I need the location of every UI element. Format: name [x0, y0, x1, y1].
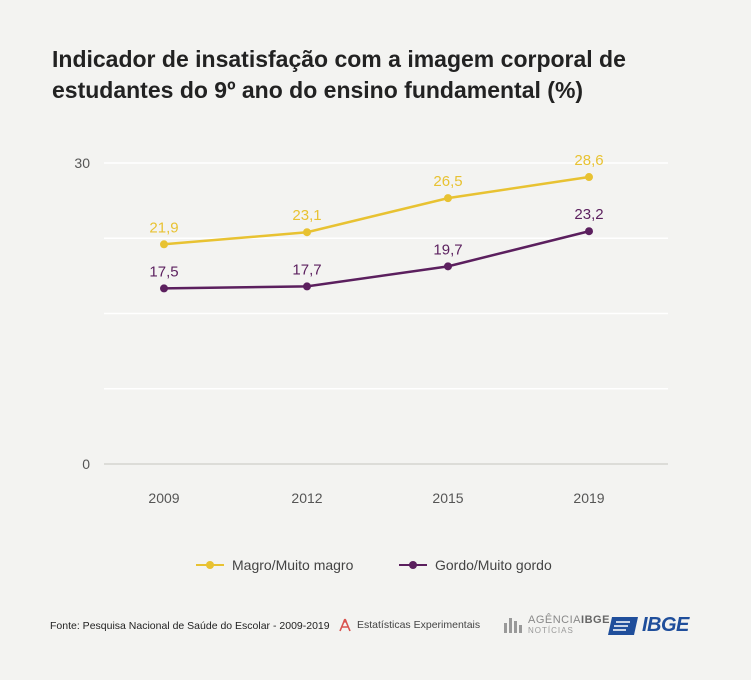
- series-line: [163, 230, 590, 290]
- legend-item-magro: Magro/Muito magro: [196, 555, 353, 575]
- data-point: [444, 262, 452, 271]
- agencia-ibge-logo: AGÊNCIAIBGE NOTÍCIAS: [503, 614, 610, 635]
- legend-swatch-magro: [196, 561, 224, 569]
- experimental-stats: Estatísticas Experimentais: [338, 618, 480, 632]
- data-label: 23,1: [292, 207, 321, 224]
- series-line: [163, 175, 590, 246]
- y-axis-ticks: 0 30: [74, 155, 90, 472]
- data-label: 17,5: [149, 263, 178, 280]
- experimental-icon: [339, 618, 351, 632]
- data-point: [585, 173, 593, 182]
- legend-label-magro: Magro/Muito magro: [232, 557, 354, 573]
- data-point: [444, 194, 452, 203]
- data-point: [303, 228, 311, 237]
- data-label: 19,7: [433, 241, 462, 258]
- y-tick-label: 30: [74, 155, 90, 171]
- data-label: 26,5: [433, 173, 462, 190]
- chart-title: Indicador de insatisfação com a imagem c…: [52, 46, 626, 103]
- grid-lines: [104, 162, 668, 465]
- legend-label-gordo: Gordo/Muito gordo: [435, 557, 552, 573]
- legend: Magro/Muito magro Gordo/Muito gordo: [0, 555, 751, 575]
- experimental-label: Estatísticas Experimentais: [357, 619, 481, 631]
- agencia-bold: IBGE: [581, 614, 610, 626]
- footer: Fonte: Pesquisa Nacional de Saúde do Esc…: [0, 612, 751, 642]
- x-tick-label: 2019: [573, 490, 604, 506]
- data-point: [303, 282, 311, 291]
- x-axis-ticks: 2009 2012 2015 2019: [148, 490, 604, 506]
- data-label: 28,6: [574, 152, 603, 169]
- data-point: [160, 240, 168, 249]
- data-point: [585, 227, 593, 236]
- ibge-logo: IBGE: [608, 614, 689, 637]
- legend-swatch-gordo: [399, 561, 427, 569]
- data-label: 21,9: [149, 219, 178, 236]
- ibge-wordmark: IBGE: [642, 614, 689, 636]
- data-point: [160, 284, 168, 293]
- agencia-logo-icon: [504, 617, 522, 633]
- data-label: 17,7: [292, 261, 321, 278]
- x-tick-label: 2015: [432, 490, 463, 506]
- data-label: 23,2: [574, 206, 603, 223]
- x-tick-label: 2012: [291, 490, 322, 506]
- y-tick-label: 0: [82, 456, 90, 472]
- agencia-sub: NOTÍCIAS: [528, 626, 574, 635]
- agencia-brand: AGÊNCIA: [528, 614, 582, 626]
- legend-item-gordo: Gordo/Muito gordo: [399, 555, 552, 575]
- ibge-logo-icon: [608, 616, 638, 635]
- line-chart: 0 30 2009 2012 2015 2019 21,9 23,1 26,5 28,6 17,…: [74, 152, 668, 506]
- series-group: 21,9 23,1 26,5 28,6 17,5 17,7 19,7 23,2: [149, 152, 604, 293]
- x-tick-label: 2009: [148, 490, 179, 506]
- source-note: Fonte: Pesquisa Nacional de Saúde do Esc…: [50, 620, 330, 632]
